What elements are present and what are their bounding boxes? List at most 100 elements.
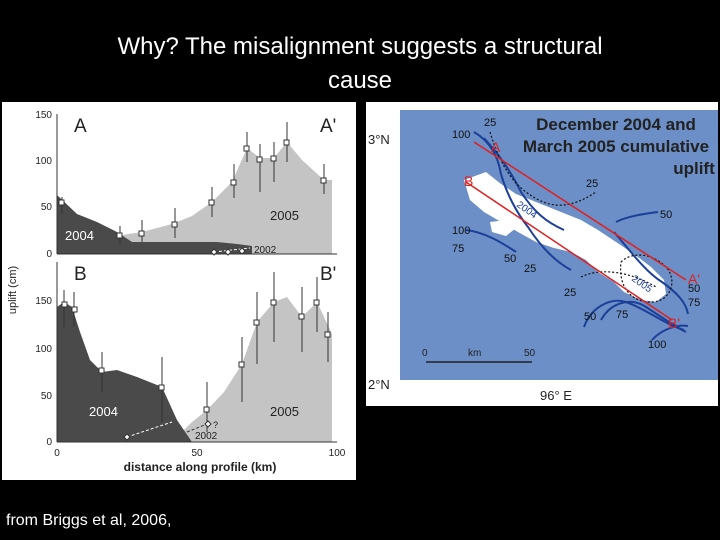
profile-b-2002-points xyxy=(123,420,212,441)
profile-line-a xyxy=(473,141,687,281)
contour-line xyxy=(613,231,689,315)
slide-title-line-2: cause xyxy=(327,67,393,94)
y-tick: 150 xyxy=(35,296,52,307)
data-point xyxy=(230,179,237,186)
scale-bar-start: 0 xyxy=(422,348,428,359)
x-tick: 100 xyxy=(329,448,346,459)
contour-label: 100 xyxy=(452,225,470,237)
profile-b-start-label: B xyxy=(74,264,87,285)
profile-b-2005-label: 2005 xyxy=(270,404,299,419)
data-point xyxy=(158,384,165,391)
data-point xyxy=(61,301,68,308)
data-point xyxy=(283,139,290,146)
data-point xyxy=(138,230,145,237)
profile-b-end-label: B' xyxy=(320,264,336,285)
contour-label: 100 xyxy=(648,339,666,351)
profile-a-2005-label: 2005 xyxy=(270,208,299,223)
data-point xyxy=(313,299,320,306)
profile-b-2002-label: 2002 xyxy=(195,431,218,442)
profile-a-end-label: A' xyxy=(320,116,336,137)
data-point xyxy=(270,299,277,306)
profile-a-2002-points xyxy=(210,247,251,256)
data-point xyxy=(98,367,105,374)
x-tick: 0 xyxy=(54,448,60,459)
data-point xyxy=(171,221,178,228)
y-tick: 50 xyxy=(41,202,53,213)
contour-label: 25 xyxy=(586,178,598,190)
profile-a-start-label: A xyxy=(74,116,87,137)
source-credit: from Briggs et al, 2006, xyxy=(6,512,172,529)
data-point xyxy=(253,319,260,326)
profile-a-y-ticks: 150 100 50 0 xyxy=(35,110,52,260)
uplift-contour-map-figure: December 2004 and March 2005 cumulative … xyxy=(366,102,718,406)
contour-label: 100 xyxy=(452,129,470,141)
y-tick: 0 xyxy=(46,437,52,448)
y-tick: 150 xyxy=(35,110,52,121)
y-axis-label: uplift (cm) xyxy=(7,266,19,314)
dotted-contour xyxy=(489,131,597,206)
data-point xyxy=(243,145,250,152)
x-tick: 50 xyxy=(191,448,203,459)
map-scale-bar: 0 km 50 xyxy=(422,348,536,363)
y-tick: 100 xyxy=(35,156,52,167)
scale-bar-unit: km xyxy=(468,348,481,359)
latitude-label-2n: 2°N xyxy=(368,377,390,392)
data-point xyxy=(238,361,245,368)
scale-bar-end: 50 xyxy=(524,348,536,359)
data-point xyxy=(116,232,123,239)
contour-label: 25 xyxy=(564,287,576,299)
uplift-contours xyxy=(465,131,689,341)
contour-label: 50 xyxy=(584,311,596,323)
slide-title: Why? The misalignment suggests a structu… xyxy=(40,30,680,98)
profile-line-b xyxy=(465,181,673,321)
profile-b-y-ticks: 150 100 50 0 xyxy=(35,296,52,448)
contour-label: 50 xyxy=(504,253,516,265)
data-point xyxy=(270,155,277,162)
map-title: December 2004 and March 2005 cumulative … xyxy=(523,115,715,178)
x-axis-label: distance along profile (km) xyxy=(124,460,277,474)
profile-a-error-bars xyxy=(58,122,327,244)
contour-line xyxy=(651,324,689,341)
slide-title-line-1: Why? The misalignment suggests a structu… xyxy=(117,33,603,60)
data-point xyxy=(203,406,210,413)
contour-line xyxy=(465,229,517,253)
profile-a-2004-label: 2004 xyxy=(65,228,94,243)
map-title-line-1: December 2004 and xyxy=(536,115,696,134)
contour-label: 75 xyxy=(616,309,628,321)
contour-label: 25 xyxy=(484,117,496,129)
contour-line xyxy=(473,131,572,271)
contour-label: 75 xyxy=(688,297,700,309)
dotted-contours xyxy=(489,131,673,303)
map-label-a: A xyxy=(491,139,501,155)
profile-b-2004-label: 2004 xyxy=(89,404,118,419)
map-label-b: B xyxy=(464,173,473,189)
data-point xyxy=(58,199,65,206)
dotted-contour xyxy=(619,254,673,303)
island-small xyxy=(490,220,516,236)
profile-a-2005-area xyxy=(57,142,332,254)
data-point xyxy=(256,156,263,163)
data-point xyxy=(320,177,327,184)
map-title-line-2: March 2005 cumulative xyxy=(523,137,709,156)
profile-b-2005-area xyxy=(172,297,332,442)
uplift-profile-plot: A A' 2004 2005 2002 150 100 50 0 xyxy=(7,110,346,474)
map-profile-labels: A B A' B' xyxy=(464,139,700,331)
island-landmass xyxy=(464,172,666,302)
dotted-contour xyxy=(580,271,657,288)
y-tick: 100 xyxy=(35,344,52,355)
map-label-b-prime: B' xyxy=(668,315,680,331)
profile-b-2004-area xyxy=(57,302,192,442)
contour-label: 50 xyxy=(660,209,672,221)
contour-value-labels: 100 25 25 50 100 75 50 25 25 50 75 100 7… xyxy=(452,117,700,351)
uplift-profile-figure: A A' 2004 2005 2002 150 100 50 0 xyxy=(2,102,356,480)
profile-b-error-bars xyxy=(61,272,331,432)
data-point xyxy=(208,199,215,206)
uplift-contour-map: December 2004 and March 2005 cumulative … xyxy=(368,110,718,403)
profile-a-2002-label: 2002 xyxy=(254,245,277,256)
contour-line xyxy=(483,137,565,231)
profile-a-2004-area xyxy=(57,195,252,254)
y-tick: 50 xyxy=(41,391,53,402)
map-label-a-prime: A' xyxy=(688,271,700,287)
map-title-line-3: uplift xyxy=(673,159,715,178)
contour-label: 25 xyxy=(524,263,536,275)
